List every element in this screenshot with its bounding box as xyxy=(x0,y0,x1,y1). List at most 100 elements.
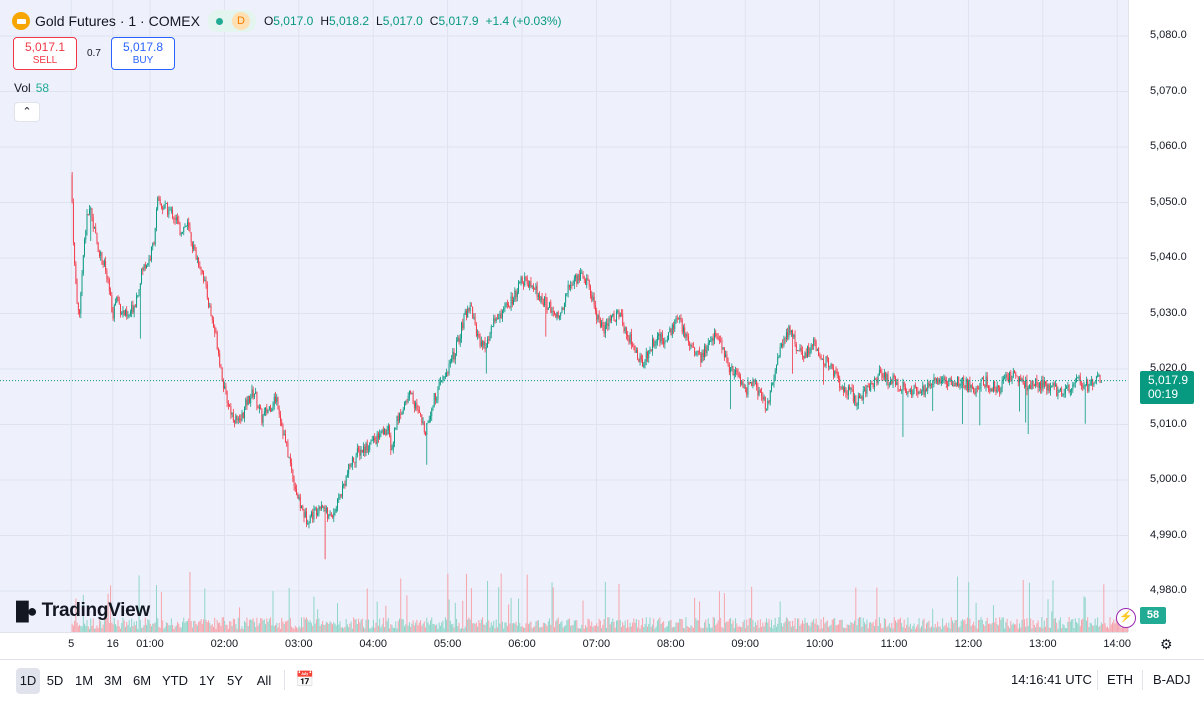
b-adj-toggle[interactable]: B-ADJ xyxy=(1153,672,1191,687)
candle-body xyxy=(159,199,161,204)
volume-bar xyxy=(226,624,228,632)
volume-bar xyxy=(467,619,469,632)
market-status-pill[interactable]: D xyxy=(207,10,256,32)
candle-body xyxy=(442,376,444,382)
volume-bar xyxy=(777,623,779,632)
range-button-1d[interactable]: 1D xyxy=(16,668,40,694)
candle-body xyxy=(606,323,608,325)
volume-bar xyxy=(1056,622,1058,632)
candle-body xyxy=(644,360,646,365)
candle-body xyxy=(862,390,864,400)
volume-bar xyxy=(177,621,179,632)
volume-bar xyxy=(881,628,883,632)
volume-bar xyxy=(916,626,918,632)
volume-bar xyxy=(886,627,888,632)
candle-body xyxy=(788,326,790,338)
volume-bar xyxy=(1051,611,1053,632)
time-axis[interactable] xyxy=(0,632,1128,658)
volume-bar xyxy=(682,627,684,632)
symbol-title[interactable]: Gold Futures · 1 · COMEX xyxy=(35,13,200,29)
volume-bar xyxy=(546,625,548,632)
candle-body xyxy=(443,376,445,378)
candle-body xyxy=(477,334,479,336)
candle-body xyxy=(152,243,154,247)
candle-body xyxy=(578,274,580,281)
candle-body xyxy=(499,313,501,319)
volume-bar xyxy=(332,624,334,632)
tradingview-watermark[interactable]: █● TradingView xyxy=(16,600,150,622)
volume-bar xyxy=(194,620,196,632)
candle-body xyxy=(222,380,224,389)
candle-body xyxy=(1012,371,1014,377)
volume-bar xyxy=(346,624,348,632)
candle-body xyxy=(994,381,996,389)
candle-body xyxy=(844,387,846,392)
candle-body xyxy=(339,494,341,498)
candle-body xyxy=(469,305,471,311)
volume-bar xyxy=(1094,618,1096,632)
range-button-1y[interactable]: 1Y xyxy=(199,673,215,688)
buy-button[interactable]: 5,017.8 BUY xyxy=(111,37,175,70)
volume-bar xyxy=(891,622,893,632)
volume-bar xyxy=(348,627,350,632)
plot-area[interactable] xyxy=(0,0,1128,632)
volume-bar xyxy=(762,622,764,632)
volume-bar xyxy=(913,623,915,632)
volume-bar xyxy=(341,627,343,632)
candle-body xyxy=(983,377,984,386)
volume-bar xyxy=(425,627,427,632)
range-button-all[interactable]: All xyxy=(256,673,272,688)
delayed-badge[interactable]: D xyxy=(231,12,250,30)
candle-body xyxy=(101,252,103,261)
volume-bar xyxy=(209,622,211,632)
volume-bar xyxy=(571,625,573,632)
price-chart[interactable] xyxy=(0,0,1128,632)
calendar-icon[interactable]: 📅 xyxy=(295,671,315,688)
candle-body xyxy=(867,385,869,387)
candle-body xyxy=(1009,372,1011,383)
volume-bar xyxy=(71,623,73,632)
volume-legend[interactable]: Vol 58 xyxy=(14,81,49,95)
candle-body xyxy=(225,386,227,391)
range-button-5d[interactable]: 5D xyxy=(46,673,64,688)
candle-body xyxy=(216,332,218,349)
volume-bar xyxy=(1025,626,1027,632)
volume-bar xyxy=(458,622,460,632)
collapse-legend-button[interactable]: ⌃ xyxy=(14,102,40,122)
volume-bar xyxy=(150,626,152,632)
volume-bar xyxy=(95,628,97,632)
candle-body xyxy=(949,378,951,382)
volume-bar xyxy=(535,621,537,632)
sell-button[interactable]: 5,017.1 SELL xyxy=(13,37,77,70)
range-button-ytd[interactable]: YTD xyxy=(162,673,188,688)
price-tick-label: 4,980.0 xyxy=(1150,584,1187,596)
range-button-1m[interactable]: 1M xyxy=(74,673,94,688)
range-button-5y[interactable]: 5Y xyxy=(227,673,243,688)
symbol-legend[interactable]: Gold Futures · 1 · COMEX D O5,017.0 H5,0… xyxy=(12,10,569,32)
candle-body xyxy=(387,425,389,431)
settings-gear-icon[interactable]: ⚙ xyxy=(1160,636,1173,652)
candle-body xyxy=(1026,379,1028,391)
volume-bar xyxy=(995,617,997,632)
volume-bar xyxy=(1009,628,1011,632)
candle-body xyxy=(1066,386,1068,389)
volume-bar xyxy=(696,620,698,632)
volume-bar xyxy=(116,625,118,632)
volume-bar xyxy=(1088,627,1090,632)
price-tick-label: 5,000.0 xyxy=(1150,473,1187,485)
candle-body xyxy=(235,415,237,423)
volume-bar xyxy=(205,619,207,632)
candle-body xyxy=(255,391,257,394)
volume-bar xyxy=(372,619,374,632)
candle-body xyxy=(322,505,324,508)
candle-body xyxy=(133,306,135,313)
range-button-3m[interactable]: 3M xyxy=(103,673,123,688)
volume-bar xyxy=(377,625,379,632)
range-button-6m[interactable]: 6M xyxy=(132,673,152,688)
eth-toggle[interactable]: ETH xyxy=(1107,672,1133,687)
price-axis[interactable] xyxy=(1128,0,1204,632)
lightning-icon[interactable]: ⚡ xyxy=(1116,608,1136,628)
candle-body xyxy=(681,319,683,333)
utc-clock[interactable]: 14:16:41 UTC xyxy=(1011,672,1092,687)
candle-body xyxy=(557,312,559,318)
